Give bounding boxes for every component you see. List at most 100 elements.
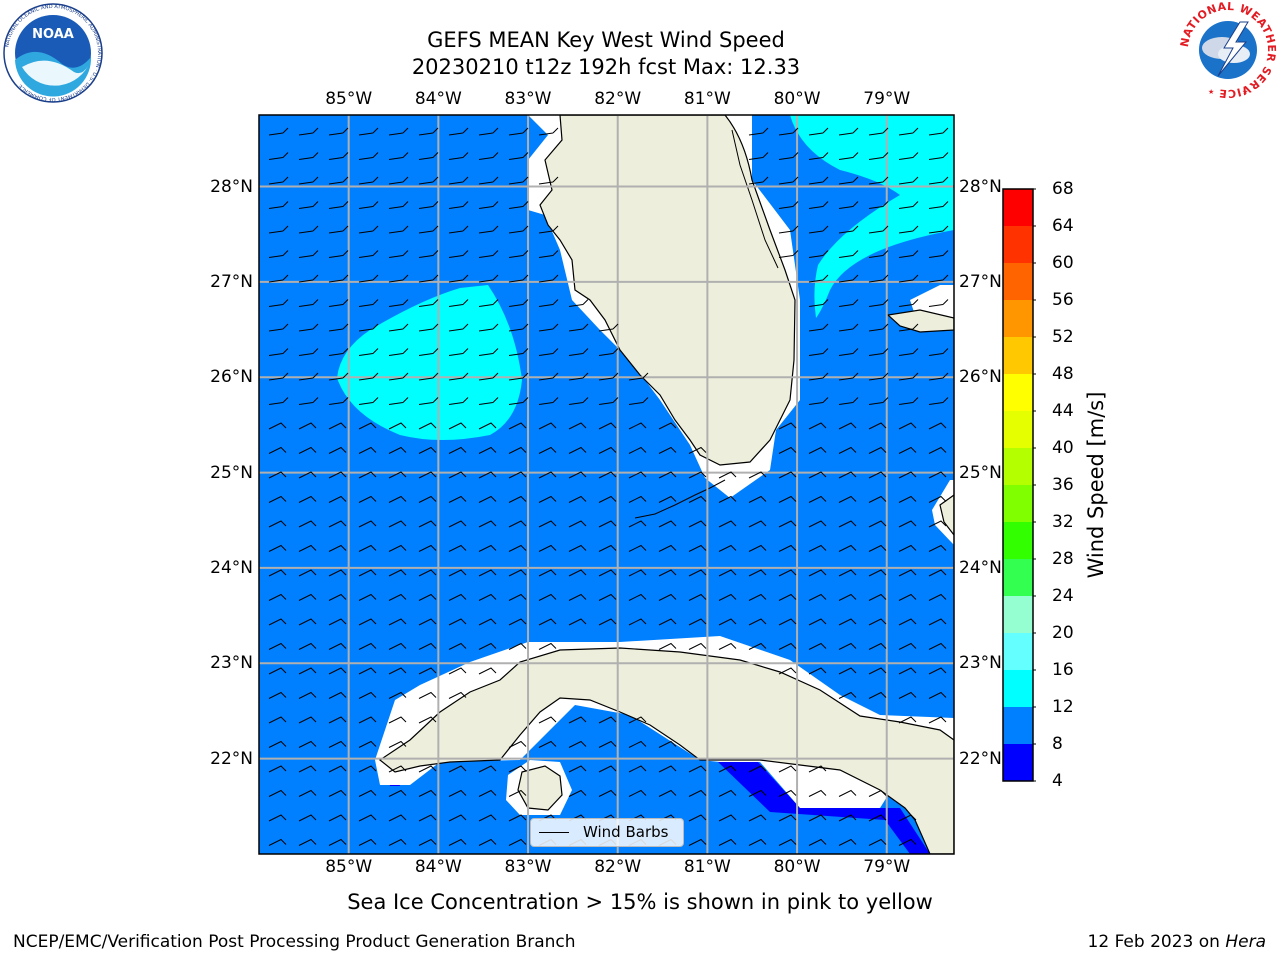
wind-barb (568, 323, 589, 332)
wind-barb (838, 176, 859, 185)
wind-barb (868, 618, 887, 626)
lat-tick-label-left: 23°N (210, 653, 253, 674)
wind-barb (448, 544, 467, 552)
wind-barb (328, 593, 347, 601)
wind-barb (628, 471, 647, 479)
wind-barb (508, 299, 529, 307)
wind-barb (778, 520, 797, 528)
wind-barb (268, 642, 287, 650)
wind-barb (508, 422, 527, 430)
wind-barb (358, 569, 377, 577)
colorbar-segment (1003, 337, 1033, 375)
wind-barb (868, 814, 887, 822)
wind-barb (478, 544, 497, 552)
wind-barb (868, 152, 889, 160)
wind-barb (838, 372, 859, 381)
wind-barb (448, 495, 467, 503)
wind-barb (568, 471, 587, 479)
wind-barb (328, 520, 347, 528)
wind-barb (298, 520, 317, 528)
legend-label: Wind Barbs (583, 823, 669, 841)
lon-tick-label-top: 81°W (683, 89, 731, 109)
wind-barb (538, 372, 559, 381)
wind-barb (928, 569, 947, 577)
footer-date: 12 Feb 2023 on Hera (1088, 932, 1266, 952)
wind-barb (328, 471, 347, 479)
wind-barb (508, 323, 529, 332)
wind-barb (658, 446, 677, 454)
wind-barb (388, 569, 407, 577)
wind-barb (748, 495, 767, 503)
lat-tick-label-left: 28°N (210, 176, 253, 197)
wind-barb (868, 348, 889, 356)
wind-barb (538, 446, 557, 454)
wind-barb (658, 765, 677, 773)
colorbar-segment (1003, 300, 1033, 338)
wind-barb (718, 789, 737, 797)
wind-barb (268, 691, 287, 699)
wind-barb (538, 274, 559, 283)
wind-barb (328, 765, 347, 773)
wind-barb (868, 422, 887, 430)
nws-logo: NATIONAL WEATHER SERVICE ★ ★ (1178, 0, 1278, 100)
wind-barb (298, 814, 317, 822)
wind-barb (268, 323, 289, 332)
wind-barb (808, 838, 827, 846)
wind-barb (628, 740, 647, 748)
wind-barb (568, 397, 589, 405)
wind-barb (478, 127, 499, 136)
colorbar-tick-label: 48 (1052, 364, 1074, 384)
wind-barb (778, 152, 799, 160)
lat-tick-label-right: 25°N (959, 462, 1002, 483)
colorbar-segment (1003, 374, 1033, 412)
land-cuba (378, 647, 954, 854)
wind-barb (448, 569, 467, 577)
wind-barb (448, 765, 467, 773)
wind-barb (508, 127, 529, 136)
wind-barb (358, 495, 377, 503)
wind-barb (298, 495, 317, 503)
wind-barb (658, 593, 677, 601)
wind-barb (568, 299, 589, 307)
wind-barb (388, 274, 409, 283)
wind-barb (898, 569, 917, 577)
wind-barb (778, 765, 797, 773)
wind-barb (808, 274, 829, 283)
wind-barb (898, 642, 917, 650)
wind-barb (898, 299, 919, 307)
wind-barb (418, 397, 439, 405)
colorbar (1002, 188, 1036, 782)
wind-fill-12-16-gulf (337, 285, 522, 440)
wind-barb (478, 274, 499, 283)
lon-tick-label-top: 83°W (504, 89, 552, 109)
wind-barb (388, 299, 409, 307)
wind-barb (508, 495, 527, 503)
wind-barb (658, 569, 677, 577)
lon-tick-label-top: 84°W (414, 89, 462, 109)
wind-barb (898, 176, 919, 185)
wind-barb (808, 397, 829, 405)
wind-barb (778, 422, 797, 430)
wind-barb (508, 544, 527, 552)
wind-barb (838, 814, 857, 822)
lat-tick-label-left: 22°N (210, 748, 253, 769)
wind-barb (298, 716, 317, 724)
wind-barb (418, 471, 437, 479)
colorbar-tick-label: 8 (1052, 734, 1063, 754)
wind-barb (928, 274, 949, 283)
wind-barb (328, 789, 347, 797)
wind-barb (748, 838, 767, 846)
wind-barb (928, 176, 949, 185)
wind-barb (778, 618, 797, 626)
wind-barb (568, 569, 587, 577)
wind-barb (478, 838, 497, 846)
wind-barb (358, 323, 379, 332)
wind-barb (748, 593, 767, 601)
wind-barb (808, 569, 827, 577)
wind-fill-12-16-atlantic (790, 115, 954, 318)
wind-barb (268, 250, 289, 258)
wind-barb (418, 691, 437, 699)
wind-barb (838, 397, 859, 405)
wind-barb (568, 765, 587, 773)
wind-barb (388, 471, 407, 479)
